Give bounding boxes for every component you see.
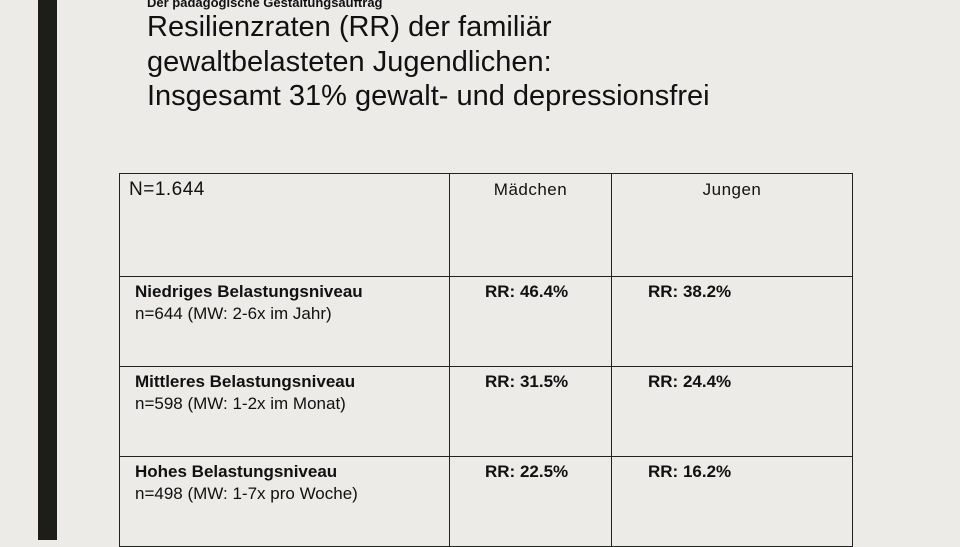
boys-rate-cell: RR: 16.2% xyxy=(611,456,853,547)
column-header-girls: Mädchen xyxy=(449,173,612,277)
girls-rate-cell: RR: 31.5% xyxy=(449,366,612,457)
title-line: Resilienzraten (RR) der familiär xyxy=(147,11,552,43)
stress-level-detail: n=644 (MW: 2-6x im Jahr) xyxy=(135,304,332,323)
boys-rate-cell: RR: 38.2% xyxy=(611,276,853,367)
sample-size-cell: N=1.644 xyxy=(119,173,450,277)
table-header-row: N=1.644 Mädchen Jungen xyxy=(119,173,853,277)
girls-rate-cell: RR: 22.5% xyxy=(449,456,612,547)
stress-level-detail: n=598 (MW: 1-2x im Monat) xyxy=(135,394,346,413)
row-label-cell: Niedriges Belastungsniveau n=644 (MW: 2-… xyxy=(119,276,450,367)
title-line: Insgesamt 31% gewalt- und depressionsfre… xyxy=(147,80,710,112)
column-header-boys: Jungen xyxy=(611,173,853,277)
girls-rate-cell: RR: 46.4% xyxy=(449,276,612,367)
boys-rate-cell: RR: 24.4% xyxy=(611,366,853,457)
stress-level-detail: n=498 (MW: 1-7x pro Woche) xyxy=(135,484,358,503)
row-label-cell: Mittleres Belastungsniveau n=598 (MW: 1-… xyxy=(119,366,450,457)
column-header-label: Mädchen xyxy=(493,180,568,199)
table-row: Mittleres Belastungsniveau n=598 (MW: 1-… xyxy=(119,366,853,457)
stress-level-label: Niedriges Belastungsniveau xyxy=(135,282,363,301)
table-row: Hohes Belastungsniveau n=498 (MW: 1-7x p… xyxy=(119,456,853,547)
slide-supertitle: Der pädagogische Gestaltungsauftrag xyxy=(147,0,383,10)
row-label-cell: Hohes Belastungsniveau n=498 (MW: 1-7x p… xyxy=(119,456,450,547)
stress-level-label: Mittleres Belastungsniveau xyxy=(135,372,356,391)
column-header-label: Jungen xyxy=(702,180,762,199)
left-accent-bar xyxy=(38,0,57,540)
table-row: Niedriges Belastungsniveau n=644 (MW: 2-… xyxy=(119,276,853,367)
slide-title: Resilienzraten (RR) der familiär gewaltb… xyxy=(147,10,710,114)
stress-level-label: Hohes Belastungsniveau xyxy=(135,462,338,481)
resilience-table: N=1.644 Mädchen Jungen Niedriges Belastu… xyxy=(119,173,853,547)
title-line: gewaltbelasteten Jugendlichen: xyxy=(147,45,552,78)
